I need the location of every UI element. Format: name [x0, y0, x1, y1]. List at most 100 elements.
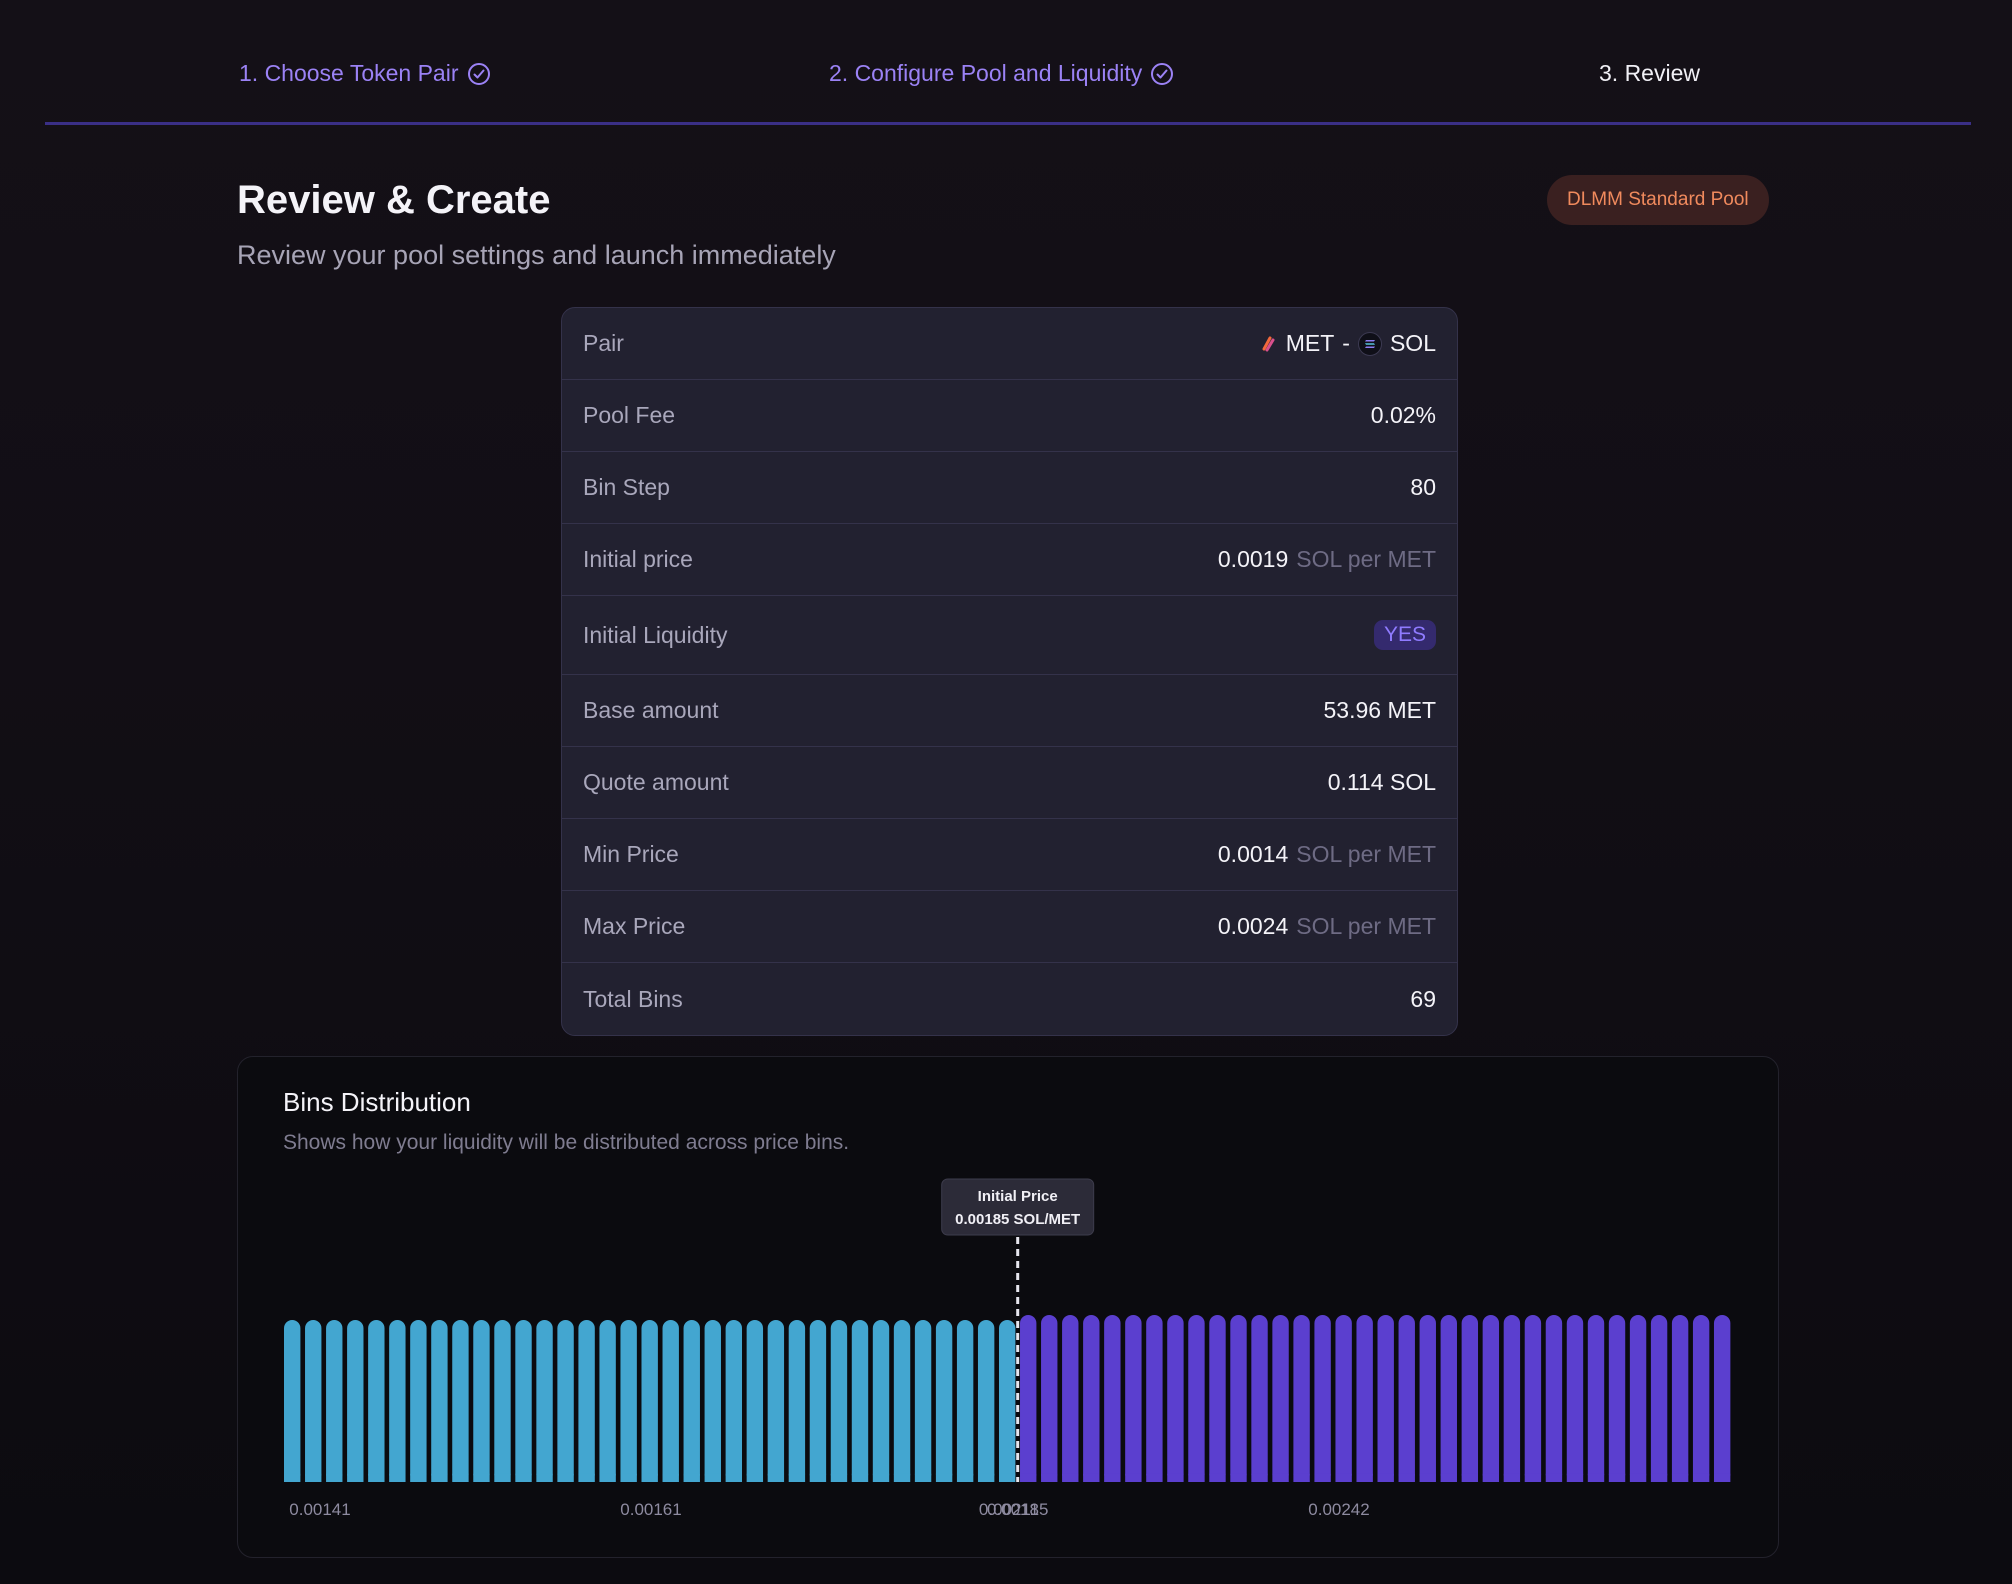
bin-bar — [1293, 1315, 1310, 1482]
bin-bar — [452, 1320, 469, 1482]
summary-row-min-price: Min Price 0.0014 SOL per MET — [562, 819, 1457, 891]
bin-bar-base — [389, 1473, 406, 1482]
bin-bar — [578, 1320, 595, 1482]
x-tick-label: 0.00141 — [289, 1500, 350, 1519]
bin-bar-base — [935, 1473, 953, 1482]
bin-bar — [368, 1320, 385, 1482]
bin-bar — [767, 1320, 785, 1482]
bin-bar — [1188, 1315, 1205, 1482]
bin-bar-base — [620, 1473, 637, 1482]
bin-bar — [683, 1320, 700, 1482]
bin-bar — [1545, 1315, 1563, 1482]
bin-bar — [1062, 1315, 1079, 1482]
bin-bar-base — [1713, 1473, 1731, 1482]
bin-bar — [1314, 1315, 1331, 1482]
bin-bar — [347, 1320, 364, 1482]
bin-bar-base — [1314, 1473, 1331, 1482]
check-circle-icon — [467, 62, 490, 85]
step-label: 2. Configure Pool and Liquidity — [829, 60, 1143, 86]
summary-row-total-bins: Total Bins 69 — [562, 963, 1457, 1035]
summary-row-pool-fee: Pool Fee 0.02% — [562, 380, 1457, 452]
bin-bar-base — [1104, 1473, 1121, 1482]
step-label: 3. Review — [1599, 60, 1700, 86]
step-choose-token-pair[interactable]: 1. Choose Token Pair — [239, 60, 491, 87]
bin-bar-base — [1545, 1473, 1563, 1482]
bin-bar-base — [1356, 1473, 1373, 1482]
price-unit: SOL per MET — [1296, 913, 1436, 939]
bin-bar-base — [662, 1473, 679, 1482]
bin-bar — [1398, 1315, 1415, 1482]
bin-bar — [1566, 1315, 1584, 1482]
row-label: Min Price — [583, 841, 679, 867]
bin-bar — [1272, 1315, 1289, 1482]
bin-bar-base — [494, 1473, 511, 1482]
bin-bar — [851, 1320, 869, 1482]
bin-bar — [1230, 1315, 1247, 1482]
initial-price-tooltip — [941, 1178, 1095, 1236]
bin-bar-base — [452, 1473, 469, 1482]
bin-bar-base — [347, 1473, 364, 1482]
row-value: YES — [1373, 620, 1436, 650]
bin-bar-base — [1503, 1473, 1521, 1482]
price-unit: SOL per MET — [1296, 841, 1436, 867]
summary-row-max-price: Max Price 0.0024 SOL per MET — [562, 891, 1457, 963]
row-value: 0.0019 SOL per MET — [1218, 546, 1436, 573]
step-review[interactable]: 3. Review — [1599, 60, 1700, 87]
stepper: 1. Choose Token Pair 2. Configure Pool a… — [45, 0, 1971, 125]
bin-bar — [872, 1320, 890, 1482]
bin-bar-base — [1440, 1473, 1457, 1482]
bin-bar-base — [956, 1473, 974, 1482]
met-token-icon — [1262, 336, 1275, 351]
row-value: 0.02% — [1370, 402, 1436, 428]
bin-bar-base — [1629, 1473, 1647, 1482]
bins-distribution-card: Bins Distribution Shows how your liquidi… — [237, 1056, 1779, 1558]
bin-bar-base — [1461, 1473, 1479, 1482]
row-label: Initial Liquidity — [583, 621, 728, 648]
bin-bar-base — [305, 1473, 322, 1482]
bin-bar — [893, 1320, 911, 1482]
summary-row-bin-step: Bin Step 80 — [562, 452, 1457, 524]
bin-bar-base — [977, 1473, 995, 1482]
row-value: 0.0014 SOL per MET — [1218, 841, 1436, 868]
bin-bar-base — [1524, 1473, 1542, 1482]
bin-bar — [515, 1320, 532, 1482]
bin-bar-base — [1230, 1473, 1247, 1482]
row-label: Max Price — [583, 913, 686, 939]
bin-bar-base — [704, 1473, 721, 1482]
price-value: 0.0019 — [1217, 546, 1289, 572]
bin-bar — [1650, 1315, 1668, 1482]
price-value: 0.0014 — [1217, 841, 1289, 867]
tooltip-value: 0.00185 SOL/MET — [955, 1211, 1080, 1228]
bin-bar-base — [1335, 1473, 1352, 1482]
bin-bar — [1671, 1315, 1689, 1482]
bin-bar-base — [1251, 1473, 1268, 1482]
bin-bar — [557, 1320, 574, 1482]
bin-bar — [1125, 1315, 1142, 1482]
step-configure-pool[interactable]: 2. Configure Pool and Liquidity — [829, 60, 1174, 87]
bin-bar-base — [326, 1473, 343, 1482]
bin-bar-base — [788, 1473, 806, 1482]
bin-bar-base — [1062, 1473, 1079, 1482]
bin-bar — [1461, 1315, 1479, 1482]
bin-bar-base — [284, 1473, 301, 1482]
bin-bar-base — [1692, 1473, 1710, 1482]
bin-bar — [1356, 1315, 1373, 1482]
bin-bar — [704, 1320, 721, 1482]
card-subtitle: Shows how your liquidity will be distrib… — [283, 1131, 850, 1154]
bin-bar — [1167, 1315, 1184, 1482]
page-title: Review & Create — [237, 178, 551, 222]
bin-bar — [494, 1320, 511, 1482]
summary-row-initial-liquidity: Initial Liquidity YES — [562, 596, 1457, 675]
bin-bar — [662, 1320, 679, 1482]
bin-bar-base — [1608, 1473, 1626, 1482]
card-title: Bins Distribution — [283, 1087, 471, 1117]
bin-bar-base — [1167, 1473, 1184, 1482]
bin-bar-base — [578, 1473, 595, 1482]
bin-bar-base — [473, 1473, 490, 1482]
row-value: 0.0024 SOL per MET — [1218, 913, 1436, 940]
row-label: Base amount — [583, 697, 719, 723]
bin-bar — [1692, 1315, 1710, 1482]
bin-bar-base — [1293, 1473, 1310, 1482]
bin-bar-base — [893, 1473, 911, 1482]
